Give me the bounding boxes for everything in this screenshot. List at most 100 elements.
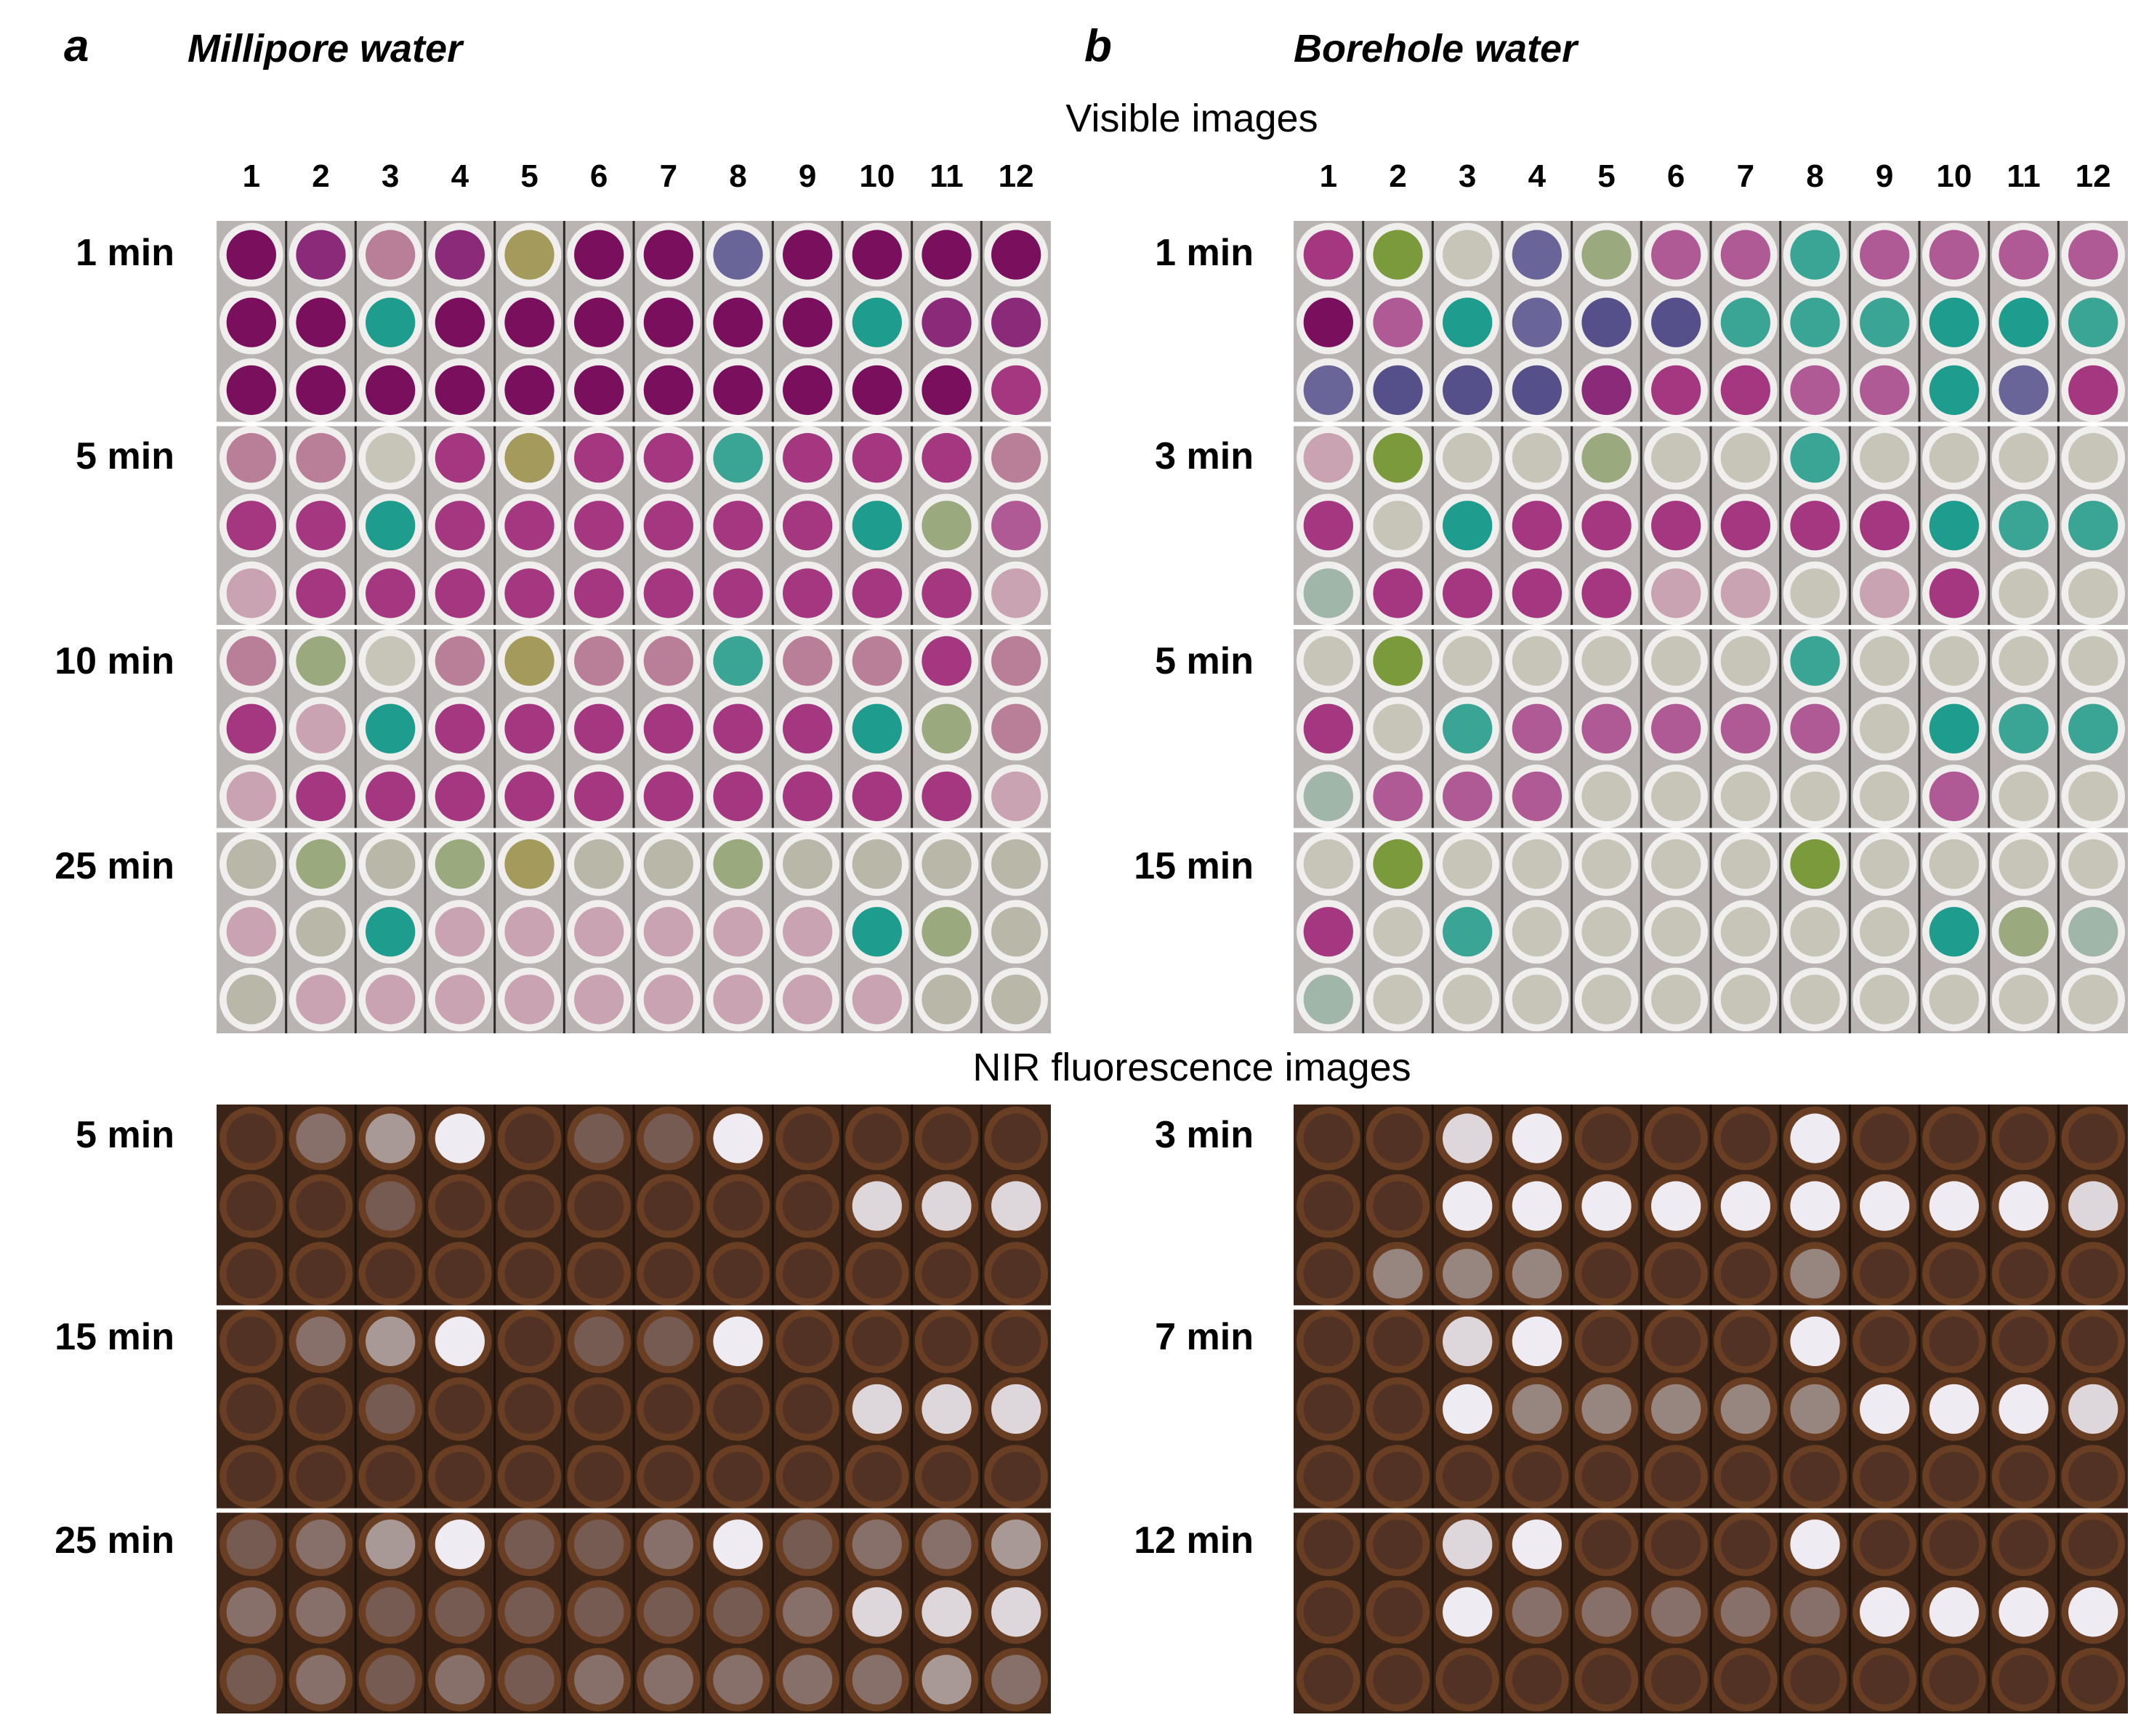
well-b-vis-r10-c6 xyxy=(1651,839,1701,889)
panel-b-visible-plate-image xyxy=(1294,221,2128,1033)
well-a-vis-r9-c9 xyxy=(783,771,833,822)
column-number-b-10: 10 xyxy=(1936,158,1972,194)
well-b-vis-r8-c6 xyxy=(1651,703,1701,754)
well-b-vis-r7-c1 xyxy=(1303,636,1353,686)
well-a-nir-r8-c11 xyxy=(922,1587,972,1637)
well-b-vis-r5-c4 xyxy=(1512,501,1562,551)
well-a-nir-r8-c12 xyxy=(991,1587,1041,1637)
well-a-nir-r4-c12 xyxy=(991,1316,1041,1367)
well-b-vis-r3-c8 xyxy=(1790,365,1840,416)
well-a-vis-r4-c1 xyxy=(226,432,276,483)
well-b-vis-r7-c3 xyxy=(1443,636,1493,686)
column-number-b-9: 9 xyxy=(1875,158,1894,194)
well-a-nir-r8-c5 xyxy=(504,1587,555,1637)
well-b-vis-r1-c12 xyxy=(2068,230,2118,280)
well-b-vis-r10-c9 xyxy=(1860,839,1910,889)
well-b-vis-r11-c7 xyxy=(1720,907,1770,957)
well-a-vis-r8-c4 xyxy=(435,703,485,754)
well-a-nir-r5-c5 xyxy=(504,1384,555,1434)
well-a-nir-r3-c3 xyxy=(366,1248,416,1299)
well-b-nir-r8-c6 xyxy=(1651,1587,1701,1637)
well-b-vis-r4-c12 xyxy=(2068,432,2118,483)
well-b-nir-r1-c1 xyxy=(1303,1113,1353,1163)
well-a-vis-r10-c3 xyxy=(366,839,416,889)
column-number-b-6: 6 xyxy=(1666,158,1685,194)
well-a-vis-r1-c11 xyxy=(922,230,972,280)
column-number-a-2: 2 xyxy=(312,158,330,194)
well-a-nir-r2-c9 xyxy=(783,1181,833,1231)
well-b-nir-r2-c3 xyxy=(1443,1181,1493,1231)
well-a-nir-r9-c3 xyxy=(366,1655,416,1705)
well-b-nir-r8-c11 xyxy=(1999,1587,2049,1637)
well-b-vis-r2-c6 xyxy=(1651,297,1701,347)
well-b-nir-r9-c6 xyxy=(1651,1655,1701,1705)
well-b-nir-r4-c1 xyxy=(1303,1316,1353,1367)
well-a-vis-r7-c8 xyxy=(713,636,763,686)
well-a-vis-r7-c3 xyxy=(366,636,416,686)
well-a-nir-r8-c9 xyxy=(783,1587,833,1637)
well-a-nir-r1-c5 xyxy=(504,1113,555,1163)
well-b-vis-r3-c6 xyxy=(1651,365,1701,416)
well-a-vis-r11-c9 xyxy=(783,907,833,957)
column-number-a-3: 3 xyxy=(381,158,400,194)
well-a-vis-r4-c7 xyxy=(643,432,693,483)
well-a-vis-r9-c12 xyxy=(991,771,1041,822)
well-b-vis-r4-c8 xyxy=(1790,432,1840,483)
well-a-nir-r2-c11 xyxy=(922,1181,972,1231)
well-b-vis-r6-c4 xyxy=(1512,568,1562,618)
well-b-vis-r11-c6 xyxy=(1651,907,1701,957)
well-a-nir-r8-c4 xyxy=(435,1587,485,1637)
well-a-vis-r5-c5 xyxy=(504,501,555,551)
well-a-vis-r6-c11 xyxy=(922,568,972,618)
well-a-vis-r10-c4 xyxy=(435,839,485,889)
well-b-nir-r9-c1 xyxy=(1303,1655,1353,1705)
well-a-vis-r11-c10 xyxy=(852,907,902,957)
well-b-nir-r3-c4 xyxy=(1512,1248,1562,1299)
well-b-vis-r3-c10 xyxy=(1929,365,1979,416)
well-a-nir-r4-c11 xyxy=(922,1316,972,1367)
well-a-vis-r11-c2 xyxy=(296,907,346,957)
panel-a-visible-plate-image xyxy=(217,221,1051,1033)
column-number-b-4: 4 xyxy=(1528,158,1547,194)
well-a-vis-r3-c5 xyxy=(504,365,555,416)
well-b-nir-r1-c7 xyxy=(1720,1113,1770,1163)
well-b-nir-r6-c4 xyxy=(1512,1451,1562,1502)
well-b-nir-r1-c10 xyxy=(1929,1113,1979,1163)
well-a-vis-r6-c10 xyxy=(852,568,902,618)
well-b-nir-r4-c2 xyxy=(1373,1316,1423,1367)
well-b-vis-r8-c2 xyxy=(1373,703,1423,754)
well-a-nir-r3-c9 xyxy=(783,1248,833,1299)
well-b-vis-r2-c3 xyxy=(1443,297,1493,347)
well-a-nir-r6-c1 xyxy=(226,1451,276,1502)
well-b-vis-r3-c5 xyxy=(1581,365,1632,416)
well-b-nir-r2-c8 xyxy=(1790,1181,1840,1231)
well-b-nir-r4-c12 xyxy=(2068,1316,2118,1367)
well-a-vis-r3-c9 xyxy=(783,365,833,416)
well-a-vis-r11-c11 xyxy=(922,907,972,957)
well-a-vis-r11-c7 xyxy=(643,907,693,957)
well-b-vis-r6-c3 xyxy=(1443,568,1493,618)
well-a-vis-r10-c1 xyxy=(226,839,276,889)
column-number-b-8: 8 xyxy=(1806,158,1824,194)
well-a-vis-r10-c9 xyxy=(783,839,833,889)
well-a-vis-r8-c11 xyxy=(922,703,972,754)
well-a-vis-r5-c6 xyxy=(574,501,624,551)
well-b-nir-r8-c4 xyxy=(1512,1587,1562,1637)
well-a-nir-r5-c10 xyxy=(852,1384,902,1434)
well-b-vis-r4-c7 xyxy=(1720,432,1770,483)
well-a-vis-r8-c5 xyxy=(504,703,555,754)
well-a-vis-r6-c6 xyxy=(574,568,624,618)
well-b-nir-r6-c3 xyxy=(1443,1451,1493,1502)
well-a-nir-r3-c6 xyxy=(574,1248,624,1299)
well-a-vis-r12-c12 xyxy=(991,974,1041,1025)
well-a-vis-r9-c7 xyxy=(643,771,693,822)
well-a-nir-r8-c6 xyxy=(574,1587,624,1637)
well-a-vis-r6-c3 xyxy=(366,568,416,618)
well-a-vis-r5-c12 xyxy=(991,501,1041,551)
well-b-nir-r5-c2 xyxy=(1373,1384,1423,1434)
well-b-vis-r9-c7 xyxy=(1720,771,1770,822)
well-a-nir-r9-c10 xyxy=(852,1655,902,1705)
well-b-vis-r12-c10 xyxy=(1929,974,1979,1025)
well-b-vis-r12-c6 xyxy=(1651,974,1701,1025)
well-a-vis-r6-c4 xyxy=(435,568,485,618)
